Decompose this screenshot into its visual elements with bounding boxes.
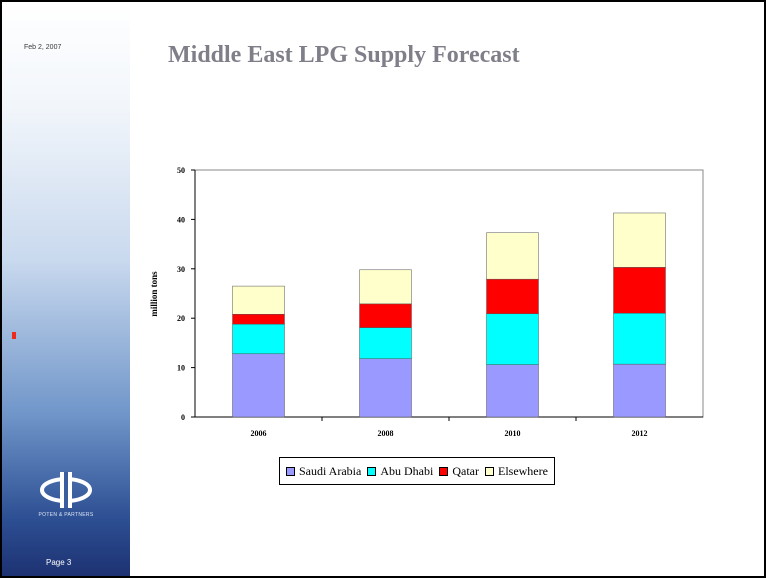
slide-title: Middle East LPG Supply Forecast: [168, 42, 520, 68]
bar-segment-saudi-arabia: [232, 353, 285, 418]
bar-segment-elsewhere: [359, 269, 412, 305]
y-tick-label: 10: [177, 364, 185, 373]
slide-date: Feb 2, 2007: [24, 44, 62, 51]
sidebar-gradient: Feb 2, 2007 POTEN & PARTNERS Page 3: [2, 2, 130, 576]
page-number: Page 3: [46, 558, 72, 567]
bar-segment-qatar: [359, 303, 412, 328]
company-logo-icon: [40, 472, 92, 508]
bar-segment-elsewhere: [232, 285, 285, 315]
logo-caption: POTEN & PARTNERS: [38, 512, 94, 518]
bar-segment-abu-dhabi: [359, 327, 412, 359]
y-tick-label: 50: [177, 166, 185, 175]
x-tick-label: 2008: [378, 429, 394, 438]
legend-swatch: [286, 466, 295, 476]
bar-segment-saudi-arabia: [486, 364, 539, 418]
legend-swatch: [439, 466, 449, 476]
bar-segment-elsewhere: [486, 232, 539, 280]
legend-item: Saudi Arabia: [286, 464, 361, 479]
legend-label: Saudi Arabia: [299, 463, 362, 478]
y-tick-label: 30: [177, 265, 185, 274]
legend-item: Qatar: [439, 464, 479, 479]
x-tick-label: 2010: [505, 429, 521, 438]
legend-label: Abu Dhabi: [380, 463, 434, 478]
bar-segment-saudi-arabia: [613, 363, 666, 418]
y-tick-label: 20: [177, 314, 185, 323]
bar-segment-abu-dhabi: [232, 323, 285, 355]
legend-label: Elsewhere: [497, 463, 548, 478]
bar-segment-qatar: [232, 313, 285, 325]
bar-segment-qatar: [486, 278, 539, 315]
y-tick-label: 0: [181, 413, 185, 422]
bar-segment-abu-dhabi: [486, 313, 539, 365]
bar-segment-abu-dhabi: [613, 313, 666, 365]
legend-item: Elsewhere: [484, 463, 548, 479]
bar-segment-qatar: [613, 267, 666, 314]
bar-segment-elsewhere: [613, 212, 666, 268]
x-tick-label: 2006: [251, 429, 267, 438]
y-axis-label: million tons: [149, 271, 159, 317]
chart-legend: Saudi Arabia Abu Dhabi Qatar Elsewhere: [279, 457, 555, 485]
x-tick-label: 2012: [632, 429, 648, 438]
bar-segment-saudi-arabia: [359, 358, 412, 418]
legend-item: Abu Dhabi: [367, 464, 433, 479]
y-tick-label: 40: [177, 215, 185, 224]
legend-label: Qatar: [452, 463, 479, 478]
legend-swatch: [484, 466, 494, 476]
legend-swatch: [367, 466, 377, 476]
slide-marker: [12, 332, 16, 339]
